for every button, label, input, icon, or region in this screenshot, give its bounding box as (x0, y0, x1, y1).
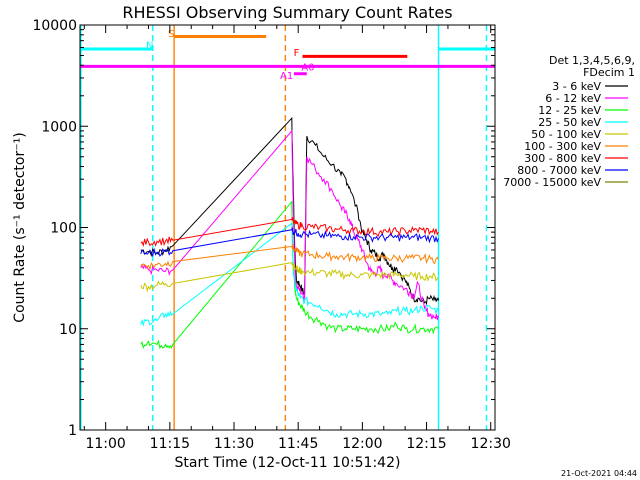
series-line (140, 227, 439, 258)
flag-label: F (294, 48, 300, 59)
y-tick-label: 100 (50, 221, 77, 237)
series-line (140, 216, 439, 248)
x-axis-label: Start Time (12-Oct-11 10:51:42) (175, 455, 401, 471)
x-tick-label: 12:15 (406, 436, 446, 452)
flag-label: A1 (280, 71, 293, 82)
series-line (140, 244, 439, 271)
x-tick-label: 12:00 (342, 436, 382, 452)
legend-entry: 100 - 300 keV (524, 140, 601, 153)
series-line (140, 222, 439, 327)
legend-entry: 50 - 100 keV (531, 128, 601, 141)
chart-title: RHESSI Observing Summary Count Rates (122, 3, 452, 22)
x-tick-label: 11:00 (85, 436, 125, 452)
y-tick-label: 10000 (32, 18, 77, 34)
flag-label: N (146, 41, 153, 52)
legend-entry: 25 - 50 keV (538, 116, 601, 129)
plot-frame (79, 24, 496, 431)
y-axis-label: Count Rate (s⁻¹ detector⁻¹) (12, 132, 28, 322)
flag-label: A0 (301, 62, 314, 73)
series-group (140, 116, 439, 350)
x-tick-label: 11:45 (278, 436, 318, 452)
x-tick-label: 11:15 (150, 436, 190, 452)
y-tick-label: 1000 (41, 119, 77, 135)
series-line (140, 200, 439, 350)
legend-entry: 3 - 6 keV (552, 80, 601, 93)
legend-entry: 300 - 800 keV (524, 152, 601, 165)
series-line (140, 129, 439, 321)
x-tick-label: 11:30 (214, 436, 254, 452)
legend-entry: 6 - 12 keV (545, 92, 601, 105)
y-tick-label: 10 (59, 322, 77, 338)
legend-header: FDecim 1 (583, 66, 635, 79)
flag-label: S (168, 29, 174, 40)
legend-entry: 12 - 25 keV (538, 104, 601, 117)
timestamp-label: 21-Oct-2021 04:44 (561, 469, 637, 478)
legend-entry: 800 - 7000 keV (517, 164, 601, 177)
x-tick-label: 12:30 (471, 436, 511, 452)
legend-header: Det 1,3,4,5,6,9, (549, 54, 635, 67)
legend-entry: 7000 - 15000 keV (503, 176, 601, 189)
series-line (140, 262, 439, 293)
y-tick-label: 1 (68, 423, 77, 439)
